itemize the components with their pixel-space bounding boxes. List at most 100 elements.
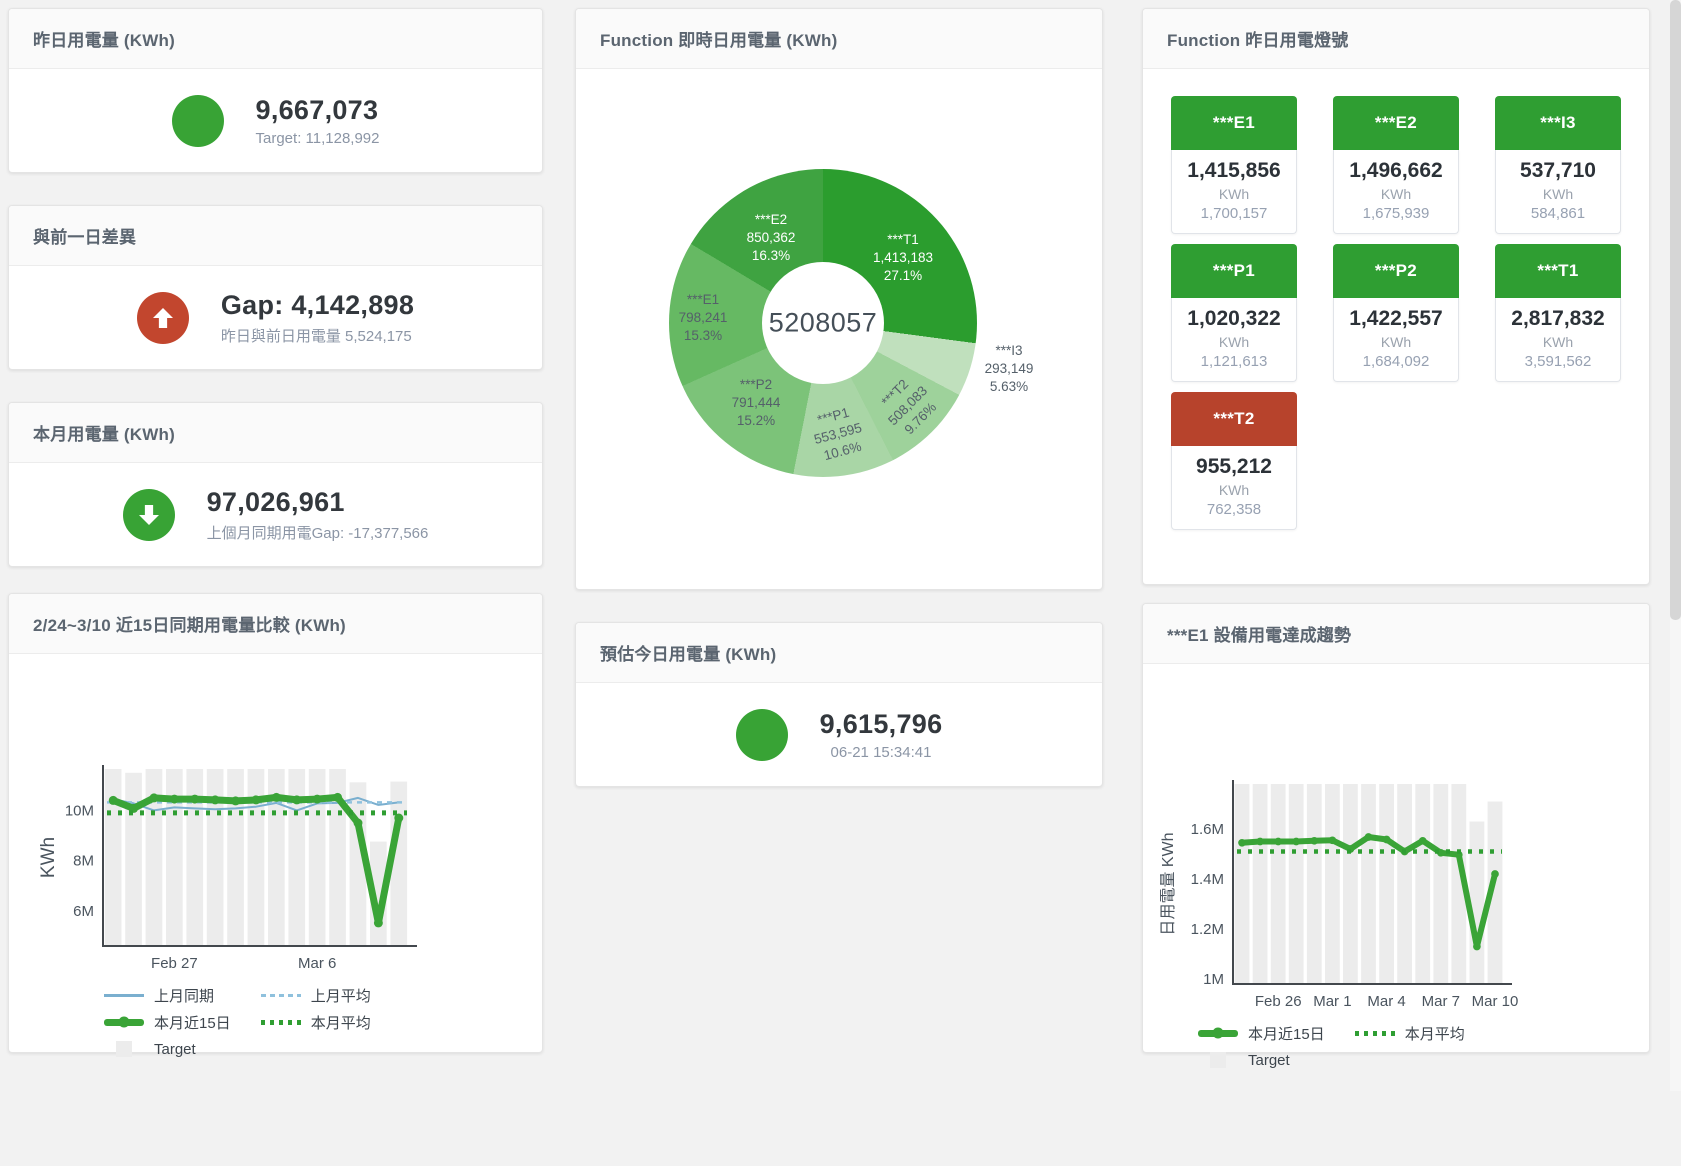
donut-slice-label: ***T1 1,413,183 27.1% bbox=[872, 232, 934, 283]
tile-unit: KWh bbox=[1218, 186, 1250, 202]
arrow-up-icon bbox=[148, 303, 178, 333]
tile-value: 1,496,662 bbox=[1349, 159, 1443, 182]
compare-line-chart: 6M 8M 10M Feb 27 Mar 6 KWh bbox=[9, 763, 542, 978]
light-tile[interactable]: ***I3 537,710 KWh 584,861 bbox=[1495, 96, 1621, 234]
card-lights: Function 昨日用電燈號 ***E1 1,415,856 KWh 1,700,1… bbox=[1142, 8, 1650, 585]
tile-target: 1,675,939 bbox=[1362, 205, 1430, 222]
legend-label: 上月平均 bbox=[310, 987, 371, 1005]
donut-slice-label: ***E2 850,362 16.3% bbox=[746, 212, 796, 263]
card-title: ***E1 設備用電達成趨勢 bbox=[1167, 626, 1352, 645]
legend-item[interactable]: 本月近15日 bbox=[1198, 1022, 1325, 1044]
tile-body: 1,496,662 KWh 1,675,939 bbox=[1333, 150, 1459, 234]
tile-name: ***E2 bbox=[1333, 96, 1459, 150]
svg-text:Feb 26: Feb 26 bbox=[1255, 993, 1302, 1010]
tile-unit: KWh bbox=[1218, 334, 1250, 350]
light-tile[interactable]: ***T2 955,212 KWh 762,358 bbox=[1171, 392, 1297, 530]
card-month-usage: 本月用電量 (KWh) 97,026,961 上個月同期用電Gap: -17,3… bbox=[8, 402, 543, 567]
card-title: 2/24~3/10 近15日同期用電量比較 (KWh) bbox=[33, 616, 346, 635]
card-realtime-donut: Function 即時日用電量 (KWh) 5208057 ***T1 1,413… bbox=[575, 8, 1103, 590]
tile-body: 1,422,557 KWh 1,684,092 bbox=[1333, 298, 1459, 382]
legend-item[interactable]: 本月近15日 bbox=[104, 1011, 231, 1033]
card-header: 預估今日用電量 (KWh) bbox=[576, 623, 1102, 683]
legend-swatch-icon bbox=[1198, 1052, 1238, 1068]
card-title: 與前一日差異 bbox=[33, 228, 137, 247]
donut-ring bbox=[669, 169, 977, 477]
tile-value: 2,817,832 bbox=[1511, 307, 1605, 330]
svg-text:1.4M: 1.4M bbox=[1191, 871, 1224, 888]
trend-line-chart: 1M 1.2M 1.4M 1.6M Feb 26 Mar 1 Mar 4 Mar 7 Mar 1… bbox=[1143, 778, 1649, 1016]
donut-center-total: 5208057 bbox=[768, 307, 878, 338]
stat-text: 9,667,073 Target: 11,128,992 bbox=[256, 95, 380, 147]
legend-swatch-icon bbox=[260, 1019, 301, 1025]
tile-name: ***T1 bbox=[1495, 244, 1621, 298]
tile-body: 1,020,322 KWh 1,121,613 bbox=[1171, 298, 1297, 382]
card-title: 預估今日用電量 (KWh) bbox=[600, 645, 777, 664]
green-status-circle bbox=[171, 94, 224, 147]
card-body: 9,667,073 Target: 11,128,992 bbox=[9, 69, 542, 172]
donut-slice-label: ***P2 791,444 15.2% bbox=[731, 377, 781, 428]
tile-target: 762,358 bbox=[1206, 501, 1262, 518]
red-status-circle bbox=[136, 291, 189, 344]
tile-unit: KWh bbox=[1542, 334, 1574, 350]
legend-item[interactable]: Target bbox=[1198, 1049, 1325, 1071]
legend-swatch-icon bbox=[1354, 1030, 1395, 1036]
svg-text:Mar 10: Mar 10 bbox=[1472, 993, 1519, 1010]
light-tile[interactable]: ***E2 1,496,662 KWh 1,675,939 bbox=[1333, 96, 1459, 234]
tile-name: ***E1 bbox=[1171, 96, 1297, 150]
tile-body: 537,710 KWh 584,861 bbox=[1495, 150, 1621, 234]
tile-name: ***P1 bbox=[1171, 244, 1297, 298]
light-tile[interactable]: ***P2 1,422,557 KWh 1,684,092 bbox=[1333, 244, 1459, 382]
svg-text:Feb 27: Feb 27 bbox=[151, 955, 198, 972]
stat-text: 97,026,961 上個月同期用電Gap: -17,377,566 bbox=[207, 487, 429, 543]
donut-chart[interactable]: 5208057 ***T1 1,413,183 27.1% ***I3 293,149 5… bbox=[669, 169, 1033, 477]
scrollbar-track[interactable] bbox=[1670, 0, 1681, 1091]
light-tile[interactable]: ***T1 2,817,832 KWh 3,591,562 bbox=[1495, 244, 1621, 382]
card-header: ***E1 設備用電達成趨勢 bbox=[1143, 604, 1649, 664]
legend-item[interactable]: Target bbox=[104, 1038, 231, 1060]
card-body: 9,615,796 06-21 15:34:41 bbox=[576, 683, 1102, 786]
legend-label: 本月近15日 bbox=[154, 1014, 231, 1032]
light-tile[interactable]: ***P1 1,020,322 KWh 1,121,613 bbox=[1171, 244, 1297, 382]
light-tiles-grid: ***E1 1,415,856 KWh 1,700,157 ***E2 1,496,662… bbox=[1143, 69, 1649, 557]
month-subtitle: 上個月同期用電Gap: -17,377,566 bbox=[206, 524, 429, 542]
estimate-timestamp: 06-21 15:34:41 bbox=[830, 743, 932, 761]
arrow-down-icon bbox=[134, 500, 164, 530]
card-body: 97,026,961 上個月同期用電Gap: -17,377,566 bbox=[9, 463, 542, 566]
scrollbar-thumb[interactable] bbox=[1670, 0, 1681, 620]
tile-target: 1,700,157 bbox=[1200, 205, 1268, 222]
trend-legend: 本月近15日 本月平均 Target bbox=[1198, 1022, 1649, 1071]
svg-text:Mar 1: Mar 1 bbox=[1313, 993, 1351, 1010]
stat-text: 9,615,796 06-21 15:34:41 bbox=[820, 709, 943, 761]
card-compare-chart: 2/24~3/10 近15日同期用電量比較 (KWh) 6M 8M 10M Feb 2… bbox=[8, 593, 543, 1058]
card-header: Function 昨日用電燈號 bbox=[1143, 9, 1649, 69]
legend-swatch-icon bbox=[104, 993, 144, 997]
light-tile[interactable]: ***E1 1,415,856 KWh 1,700,157 bbox=[1171, 96, 1297, 234]
tile-target: 1,684,092 bbox=[1362, 353, 1430, 370]
tile-unit: KWh bbox=[1380, 186, 1412, 202]
card-body: Gap: 4,142,898 昨日與前日用電量 5,524,175 bbox=[9, 266, 542, 369]
svg-text:1M: 1M bbox=[1203, 971, 1224, 988]
legend-item[interactable]: 上月平均 bbox=[260, 984, 371, 1006]
legend-item[interactable]: 本月平均 bbox=[1354, 1022, 1465, 1044]
tile-value: 955,212 bbox=[1196, 455, 1272, 478]
legend-item[interactable]: 上月同期 bbox=[104, 984, 231, 1006]
card-body: 6M 8M 10M Feb 27 Mar 6 KWh 上月同期 上月平均本月近15日 本月平均… bbox=[9, 763, 542, 1161]
green-status-circle bbox=[735, 708, 788, 761]
card-header: 2/24~3/10 近15日同期用電量比較 (KWh) bbox=[9, 594, 542, 654]
donut-slice-label: ***E1 798,241 15.3% bbox=[678, 292, 728, 343]
card-trend-chart: ***E1 設備用電達成趨勢 1M 1.2M 1.4M 1.6M Feb 26 Mar 1… bbox=[1142, 603, 1650, 1069]
svg-text:1.6M: 1.6M bbox=[1191, 821, 1224, 838]
legend-swatch-icon bbox=[260, 993, 301, 997]
stat-text: Gap: 4,142,898 昨日與前日用電量 5,524,175 bbox=[221, 290, 414, 346]
tile-target: 584,861 bbox=[1530, 205, 1586, 222]
tile-value: 1,422,557 bbox=[1349, 307, 1443, 330]
month-value: 97,026,961 bbox=[206, 486, 345, 517]
legend-item[interactable]: 本月平均 bbox=[260, 1011, 371, 1033]
card-title: Function 昨日用電燈號 bbox=[1167, 31, 1349, 50]
card-body: 1M 1.2M 1.4M 1.6M Feb 26 Mar 1 Mar 4 Mar 7 Mar 1… bbox=[1143, 778, 1649, 1166]
svg-text:日用電量 KWh: 日用電量 KWh bbox=[1160, 832, 1177, 935]
card-header: 與前一日差異 bbox=[9, 206, 542, 266]
svg-text:8M: 8M bbox=[73, 853, 94, 870]
legend-swatch-icon bbox=[1198, 1027, 1238, 1039]
tile-name: ***I3 bbox=[1495, 96, 1621, 150]
